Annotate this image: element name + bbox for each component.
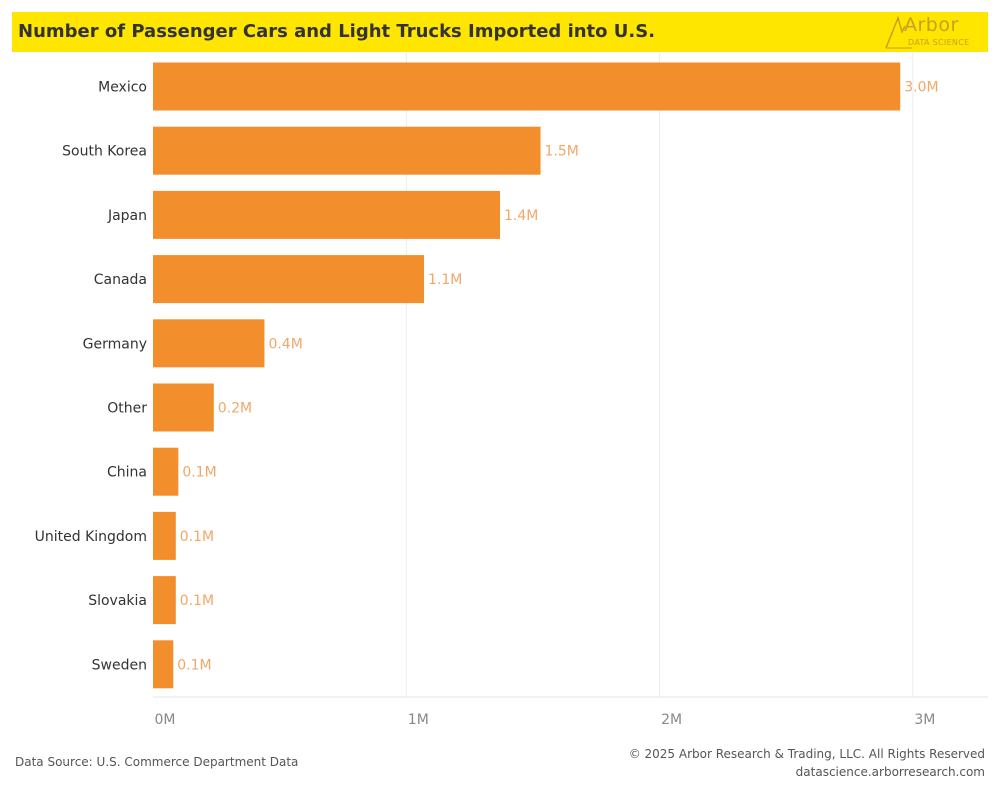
bar [153, 447, 179, 496]
x-tick-label: 3M [914, 712, 935, 728]
footer-credits: © 2025 Arbor Research & Trading, LLC. Al… [629, 745, 985, 781]
category-label: Japan [107, 208, 147, 224]
category-label: Sweden [92, 657, 147, 673]
category-label: Slovakia [88, 593, 147, 609]
data-label: 0.1M [180, 593, 214, 609]
data-label: 1.4M [504, 208, 538, 224]
data-label: 0.1M [182, 465, 216, 481]
category-label: Germany [83, 336, 147, 352]
category-label: South Korea [62, 144, 147, 160]
bar [153, 190, 501, 239]
data-label: 0.1M [180, 529, 214, 545]
arbor-logo: Arbor DATA SCIENCE [884, 14, 974, 50]
bar [153, 126, 541, 175]
x-tick-label: 0M [155, 712, 176, 728]
bar [153, 62, 901, 111]
data-label: 0.1M [177, 657, 211, 673]
data-label: 0.4M [268, 336, 302, 352]
data-source: Data Source: U.S. Commerce Department Da… [15, 755, 299, 769]
bar [153, 319, 265, 368]
data-label: 1.5M [545, 144, 579, 160]
category-label: China [107, 465, 147, 481]
x-tick-label: 2M [661, 712, 682, 728]
bar [153, 511, 176, 560]
category-label: Canada [94, 272, 147, 288]
data-label: 1.1M [428, 272, 462, 288]
data-label: 3.0M [904, 80, 938, 96]
logo-name: Arbor [904, 14, 959, 36]
bar [153, 576, 176, 625]
logo-tagline: DATA SCIENCE [908, 38, 970, 47]
category-label: Mexico [98, 80, 147, 96]
bar-chart: 0M 1M 2M 3M Mexico 3.0M South Korea 1.5M Japan 1.… [35, 52, 988, 728]
chart-title: Number of Passenger Cars and Light Truck… [18, 21, 656, 42]
bar [153, 255, 425, 304]
category-label: United Kingdom [35, 529, 147, 545]
title-bar: Number of Passenger Cars and Light Truck… [12, 12, 988, 52]
data-label: 0.2M [218, 401, 252, 417]
bar [153, 383, 214, 432]
arbor-logo-mark-icon [885, 15, 912, 49]
website-link[interactable]: datascience.arborresearch.com [795, 765, 985, 779]
category-label: Other [107, 401, 147, 417]
bar [153, 640, 174, 689]
copyright-text: © 2025 Arbor Research & Trading, LLC. Al… [628, 747, 985, 761]
x-tick-label: 1M [408, 712, 429, 728]
